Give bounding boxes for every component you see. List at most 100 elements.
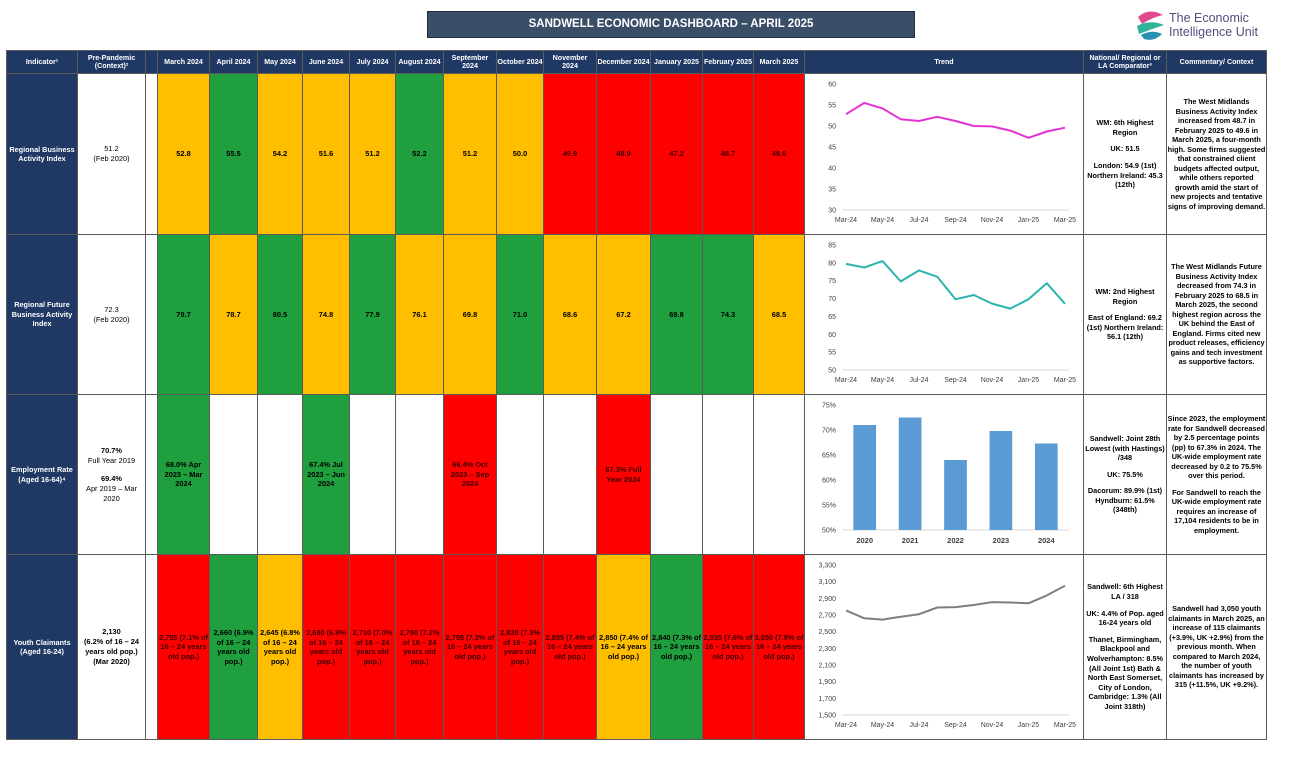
x-tick-label: Jan-25 [1017, 377, 1039, 384]
commentary-text: The West Midlands Future Business Activi… [1168, 262, 1265, 367]
month-value: 52.2 [395, 73, 444, 235]
logo-line-2: Intelligence Unit [1169, 25, 1258, 39]
month-value: 2,935 (7.6% of 16 – 24 years old pop.) [702, 554, 754, 740]
y-tick-label: 50 [828, 124, 836, 131]
month-value: 68.5 [753, 234, 805, 395]
month-value: 2,820 (7.3% of 16 – 24 years old pop.) [496, 554, 544, 740]
y-tick-label: 60 [828, 82, 836, 89]
month-value: 76.1 [395, 234, 444, 395]
logo-line-1: The Economic [1169, 11, 1249, 25]
spacer-cell [145, 234, 158, 395]
month-header: March 2025 [753, 50, 805, 74]
month-value [209, 394, 258, 555]
x-tick-label: Sep-24 [944, 217, 967, 224]
month-value: 69.8 [443, 234, 497, 395]
spacer-cell [145, 394, 158, 555]
month-value [349, 394, 396, 555]
month-value: 71.0 [496, 234, 544, 395]
x-tick-label: May-24 [870, 722, 893, 729]
comparator-text: East of England: 69.2 (1st) Northern Ire… [1086, 313, 1164, 342]
month-value: 68.0% Apr 2023 – Mar 2024 [157, 394, 210, 555]
month-value: 2,755 (7.1% of 16 – 24 years old pop.) [157, 554, 210, 740]
header-row: Indicator¹ Pre-Pandemic (Context)² March… [6, 50, 1267, 74]
commentary-text: The West Midlands Business Activity Inde… [1167, 97, 1266, 211]
month-value: 50.0 [496, 73, 544, 235]
commentary-text: Since 2023, the employment rate for Sand… [1167, 414, 1266, 480]
trend-cell: 1,500 1,700 1,900 2,100 2,300 2,500 2,700 2,900… [804, 554, 1084, 740]
month-header: December 2024 [596, 50, 651, 74]
x-tick-label: Jan-25 [1017, 217, 1039, 224]
y-tick-label: 2,500 [818, 629, 836, 636]
month-value [543, 394, 597, 555]
month-header: May 2024 [257, 50, 303, 74]
commentary-header: Commentary/ Context [1166, 50, 1267, 74]
spacer-cell [145, 73, 158, 235]
trend-cell: 50 55 60 65 70 75 80 85 Mar-24 May-24 Jul-24 Sep-24… [804, 234, 1084, 395]
commentary-cell: Since 2023, the employment rate for Sand… [1166, 394, 1267, 555]
x-tick-label: Nov-24 [980, 377, 1003, 384]
month-header: November 2024 [543, 50, 597, 74]
bar [943, 460, 967, 530]
month-value: 47.2 [650, 73, 703, 235]
x-tick-label: 2022 [947, 536, 964, 545]
dashboard-table: Indicator¹ Pre-Pandemic (Context)² March… [6, 50, 1267, 740]
commentary-text: Sandwell had 3,050 youth claimants in Ma… [1168, 604, 1265, 690]
y-tick-label: 50% [821, 528, 835, 535]
month-value: 51.6 [302, 73, 350, 235]
trend-cell: 30 35 40 45 50 55 60 Mar-24 May-24 Jul-24 Sep-24 No… [804, 73, 1084, 235]
youth-claimants-trend-chart: 1,500 1,700 1,900 2,100 2,300 2,500 2,700 2,900… [818, 563, 1076, 730]
y-tick-label: 1,700 [818, 696, 836, 703]
comparator-text: Dacorum: 89.9% (1st) Hyndburn: 61.5% (34… [1087, 486, 1163, 515]
month-value: 78.7 [209, 234, 258, 395]
month-value: 51.2 [349, 73, 396, 235]
prepandemic-value: 72.3 (Feb 2020) [77, 234, 146, 395]
commentary-cell: Sandwell had 3,050 youth claimants in Ma… [1166, 554, 1267, 740]
y-tick-label: 3,100 [818, 579, 836, 586]
comparator-text: Thanet, Birmingham, Blackpool and Wolver… [1086, 634, 1164, 711]
month-value: 68.6 [543, 234, 597, 395]
comparator-text: UK: 4.4% of Pop. aged 16-24 years old [1086, 608, 1164, 628]
y-tick-label: 65 [828, 314, 836, 321]
month-value: 3,050 (7.9% of 16 – 24 years old pop.) [753, 554, 805, 740]
bar [898, 417, 921, 530]
x-tick-label: Nov-24 [980, 217, 1003, 224]
y-tick-label: 85 [828, 243, 836, 250]
y-tick-label: 3,300 [818, 563, 836, 570]
y-tick-label: 2,700 [818, 613, 836, 620]
month-value: 2,855 (7.4% of 16 – 24 years old pop.) [543, 554, 597, 740]
month-value: 2,840 (7.3% of 16 – 24 years old pop.) [650, 554, 703, 740]
indicator-header: Indicator¹ [6, 50, 78, 74]
y-tick-label: 40 [828, 166, 836, 173]
y-tick-label: 70% [821, 428, 835, 435]
month-value: 55.5 [209, 73, 258, 235]
month-value: 67.4% Jul 2023 – Jun 2024 [302, 394, 350, 555]
month-value: 54.2 [257, 73, 303, 235]
month-value: 2,790 (7.2% of 16 – 24 years old pop.) [395, 554, 444, 740]
y-tick-label: 75% [821, 403, 835, 410]
x-tick-label: 2020 [856, 536, 873, 545]
prepandemic-value: 2,130 (6.2% of 16 – 24 years old pop.) (… [77, 554, 146, 740]
month-value [257, 394, 303, 555]
y-tick-label: 80 [828, 260, 836, 267]
prepandemic-line: Full Year 2019 [87, 455, 136, 465]
comparator-cell: WM: 6th Highest Region UK: 51.5 London: … [1083, 73, 1167, 235]
bar [852, 425, 876, 530]
trend-header: Trend [804, 50, 1084, 74]
indicator-row: Employment Rate (Aged 16-64)⁴ 70.7% Full… [6, 394, 1267, 555]
spacer-cell [145, 554, 158, 740]
month-header: August 2024 [395, 50, 444, 74]
y-tick-label: 30 [828, 208, 836, 215]
indicator-label: Regional Business Activity Index [6, 73, 78, 235]
month-value [650, 394, 703, 555]
commentary-cell: The West Midlands Business Activity Inde… [1166, 73, 1267, 235]
x-tick-label: Jan-25 [1017, 722, 1039, 729]
prepandemic-line: 69.4% [101, 473, 122, 483]
x-tick-label: 2021 [901, 536, 918, 545]
x-tick-label: May-24 [870, 217, 893, 224]
commentary-text: For Sandwell to reach the UK-wide employ… [1171, 487, 1262, 535]
x-tick-label: Sep-24 [944, 722, 967, 729]
month-value: 74.3 [702, 234, 754, 395]
month-value: 80.5 [257, 234, 303, 395]
y-tick-label: 2,100 [818, 663, 836, 670]
x-tick-label: Sep-24 [944, 377, 967, 384]
